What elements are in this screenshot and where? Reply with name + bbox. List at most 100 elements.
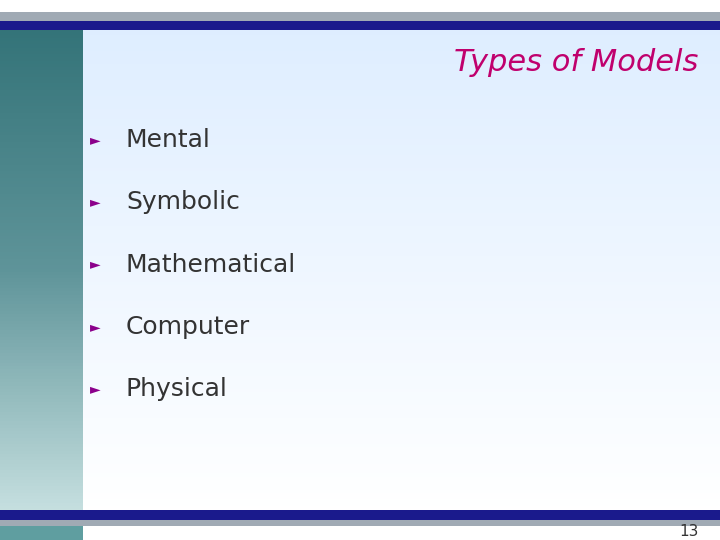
Bar: [0, 476, 83, 480]
Bar: [0, 520, 720, 526]
Bar: [83, 298, 720, 301]
Bar: [0, 427, 83, 431]
Bar: [0, 314, 83, 318]
Bar: [0, 369, 83, 373]
Bar: [83, 112, 720, 116]
Bar: [0, 197, 83, 200]
Bar: [83, 53, 720, 57]
Bar: [83, 395, 720, 399]
Bar: [0, 310, 83, 314]
Bar: [83, 366, 720, 369]
Bar: [0, 53, 83, 57]
Bar: [83, 291, 720, 295]
Bar: [0, 388, 83, 392]
Bar: [0, 404, 83, 408]
Bar: [0, 92, 83, 96]
Bar: [0, 447, 83, 451]
Text: Physical: Physical: [126, 377, 228, 401]
Bar: [0, 50, 83, 54]
Bar: [0, 235, 83, 239]
Bar: [0, 252, 83, 255]
Bar: [83, 154, 720, 158]
Bar: [83, 336, 720, 340]
Bar: [83, 379, 720, 382]
Bar: [0, 460, 83, 464]
Bar: [83, 473, 720, 477]
Bar: [83, 346, 720, 350]
Bar: [0, 307, 83, 311]
Bar: [83, 424, 720, 428]
Bar: [0, 99, 83, 103]
Bar: [83, 343, 720, 347]
Bar: [0, 450, 83, 454]
Bar: [0, 21, 720, 30]
Bar: [0, 336, 83, 340]
Bar: [83, 132, 720, 136]
Bar: [83, 434, 720, 438]
Bar: [83, 187, 720, 191]
Bar: [83, 447, 720, 451]
Bar: [83, 222, 720, 226]
Bar: [0, 421, 83, 424]
Bar: [83, 138, 720, 142]
Bar: [0, 102, 83, 106]
Bar: [0, 473, 83, 477]
Bar: [83, 37, 720, 41]
Bar: [83, 232, 720, 236]
Bar: [0, 66, 83, 70]
Bar: [83, 261, 720, 265]
Bar: [0, 457, 83, 461]
Bar: [83, 404, 720, 408]
Bar: [0, 323, 83, 327]
Bar: [83, 417, 720, 421]
Bar: [0, 502, 83, 506]
Bar: [83, 239, 720, 242]
Bar: [0, 301, 83, 305]
Bar: [0, 330, 83, 334]
Bar: [0, 12, 720, 21]
Bar: [0, 206, 83, 210]
Bar: [0, 258, 83, 262]
Bar: [83, 489, 720, 493]
Bar: [0, 304, 83, 308]
Bar: [83, 57, 720, 60]
Bar: [83, 486, 720, 490]
Text: ►: ►: [90, 133, 100, 147]
Bar: [83, 76, 720, 80]
Bar: [83, 467, 720, 470]
Bar: [0, 470, 83, 474]
Bar: [83, 372, 720, 376]
Bar: [0, 219, 83, 223]
Bar: [83, 353, 720, 356]
Bar: [83, 66, 720, 70]
Bar: [83, 323, 720, 327]
Bar: [83, 401, 720, 405]
Bar: [83, 252, 720, 255]
Bar: [0, 216, 83, 220]
Bar: [0, 320, 83, 324]
Bar: [83, 382, 720, 386]
Bar: [83, 512, 720, 516]
Bar: [83, 193, 720, 197]
Bar: [0, 37, 83, 41]
Bar: [83, 258, 720, 262]
Text: ►: ►: [90, 258, 100, 272]
Bar: [0, 294, 83, 298]
Bar: [0, 132, 83, 136]
Bar: [83, 388, 720, 392]
Bar: [83, 210, 720, 213]
Bar: [83, 268, 720, 272]
Bar: [0, 109, 83, 113]
Bar: [83, 242, 720, 246]
Bar: [83, 362, 720, 366]
Bar: [0, 489, 83, 493]
Bar: [0, 177, 83, 181]
Bar: [0, 145, 83, 148]
Bar: [83, 385, 720, 389]
Bar: [0, 255, 83, 259]
Bar: [83, 145, 720, 148]
Bar: [83, 414, 720, 418]
Bar: [0, 343, 83, 347]
Bar: [83, 216, 720, 220]
Bar: [0, 437, 83, 441]
